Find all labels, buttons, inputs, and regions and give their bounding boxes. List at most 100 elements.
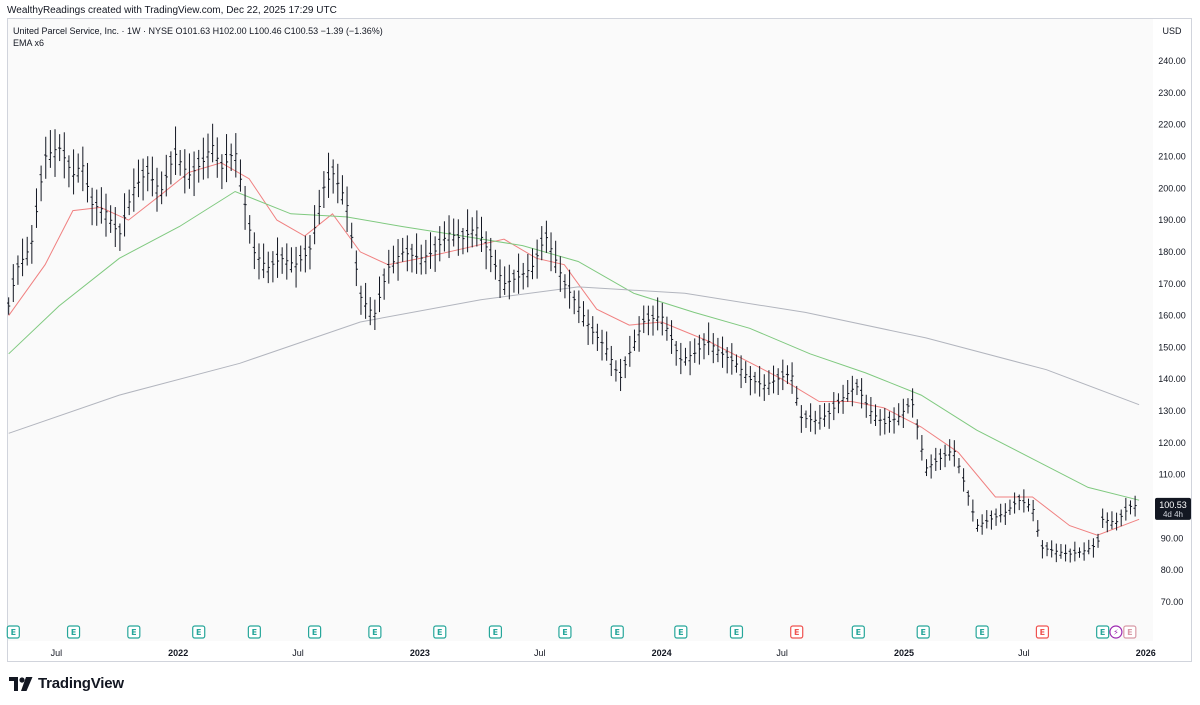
ohlc-bar: [549, 232, 553, 272]
ohlc-bar: [915, 419, 919, 440]
ohlc-bar: [1128, 500, 1133, 515]
ohlc-bar: [799, 405, 803, 433]
ohlc-bar: [707, 322, 711, 356]
ohlc-bar: [535, 239, 539, 279]
ohlc-bar: [34, 188, 39, 228]
badge-label: E: [131, 628, 136, 637]
ohlc-bar: [827, 402, 831, 429]
ohlc-bar: [53, 129, 57, 177]
ohlc-bar: [758, 365, 762, 397]
badge-label: E: [794, 628, 799, 637]
ohlc-bar: [1068, 548, 1072, 563]
plot-area[interactable]: [8, 19, 1153, 641]
ohlc-bar: [442, 221, 447, 252]
tradingview-wordmark: TradingView: [38, 675, 124, 692]
ohlc-bar: [104, 193, 108, 237]
ohlc-bar: [938, 448, 943, 470]
ohlc-bar: [544, 220, 548, 253]
ohlc-bar: [809, 403, 813, 432]
ohlc-bar: [790, 362, 794, 394]
y-tick-label: 150.00: [1158, 342, 1186, 352]
ohlc-bar: [679, 342, 683, 375]
ohlc-bar: [683, 347, 688, 366]
ohlc-bar: [405, 235, 409, 272]
ohlc-bar: [1096, 533, 1100, 548]
ohlc-bar: [285, 243, 289, 280]
ohlc-bar: [1073, 541, 1077, 562]
ohlc-bar: [90, 187, 94, 226]
ohlc-bar: [16, 255, 20, 285]
ohlc-bar: [512, 269, 516, 293]
ohlc-bar: [326, 152, 331, 198]
earnings-badge: E: [674, 625, 688, 639]
earnings-badge: E: [558, 625, 572, 639]
ohlc-bar: [336, 163, 340, 204]
badge-label: E: [1100, 628, 1105, 637]
ohlc-bar: [220, 154, 224, 190]
ohlc-bar: [164, 154, 168, 197]
ohlc-bar: [943, 444, 947, 468]
ohlc-bar: [618, 358, 623, 392]
earnings-badge: E: [6, 625, 20, 639]
ohlc-bar: [95, 189, 99, 226]
ohlc-bar: [44, 136, 48, 179]
ohlc-bar: [605, 331, 609, 361]
symbol-legend[interactable]: United Parcel Service, Inc. · 1W · NYSE …: [13, 26, 383, 36]
ohlc-bar: [456, 219, 460, 256]
ema-line-mid: [8, 190, 1140, 501]
ohlc-bar: [929, 454, 933, 479]
ohlc-bar: [975, 519, 980, 532]
y-tick-label: 170.00: [1158, 279, 1186, 289]
y-tick-label: 230.00: [1158, 88, 1186, 98]
earnings-badge: E: [975, 625, 989, 639]
ohlc-bar: [178, 150, 182, 176]
earnings-badge: E: [790, 625, 804, 639]
ohlc-bar: [586, 309, 590, 345]
ohlc-bar: [892, 407, 896, 434]
countdown-label: 4d 4h: [1163, 510, 1183, 519]
ohlc-bar: [702, 333, 706, 360]
x-tick-label: 2023: [410, 648, 430, 658]
ohlc-bar: [266, 251, 270, 284]
ohlc-bar: [957, 458, 961, 474]
ohlc-bar: [897, 403, 901, 426]
badge-label: E: [562, 628, 567, 637]
ohlc-bar: [391, 245, 396, 274]
ohlc-bar: [109, 205, 113, 233]
badge-label: E: [437, 628, 442, 637]
indicator-legend[interactable]: EMA x6: [13, 38, 45, 48]
ohlc-bar: [911, 388, 915, 418]
ohlc-bar: [294, 246, 298, 288]
ohlc-bar: [1059, 544, 1063, 559]
badge-label: E: [1127, 628, 1132, 637]
ohlc-bar: [665, 316, 669, 341]
ohlc-bar: [136, 159, 141, 198]
ohlc-bar: [628, 335, 632, 367]
ohlc-bar: [424, 239, 428, 275]
ohlc-bar: [410, 243, 414, 273]
ohlc-bar: [85, 162, 90, 203]
earnings-badge: E: [368, 625, 382, 639]
tradingview-logo[interactable]: TradingView: [9, 675, 124, 692]
event-badges: E E E E E E E E E E E E E E E E E E E ⚡ E: [6, 625, 1137, 639]
ohlc-bar: [484, 231, 488, 270]
ohlc-bar: [1091, 538, 1095, 558]
ema-line-fast: [8, 162, 1140, 536]
ohlc-bar: [1017, 494, 1021, 511]
ohlc-bar: [744, 361, 748, 384]
ohlc-bar: [785, 365, 790, 385]
ohlc-bar: [479, 216, 484, 252]
ohlc-bar: [470, 217, 474, 248]
ohlc-bar: [841, 384, 845, 414]
ema-lines: [8, 162, 1140, 536]
badge-label: E: [196, 628, 201, 637]
ohlc-bar: [540, 226, 544, 261]
ohlc-bar: [452, 218, 456, 247]
badge-label: E: [71, 628, 76, 637]
ohlc-bar: [646, 305, 650, 336]
ohlc-bar: [1045, 542, 1049, 557]
ohlc-bar: [350, 222, 354, 249]
earnings-badge: E: [1096, 625, 1110, 639]
earnings-badge: E: [308, 625, 322, 639]
